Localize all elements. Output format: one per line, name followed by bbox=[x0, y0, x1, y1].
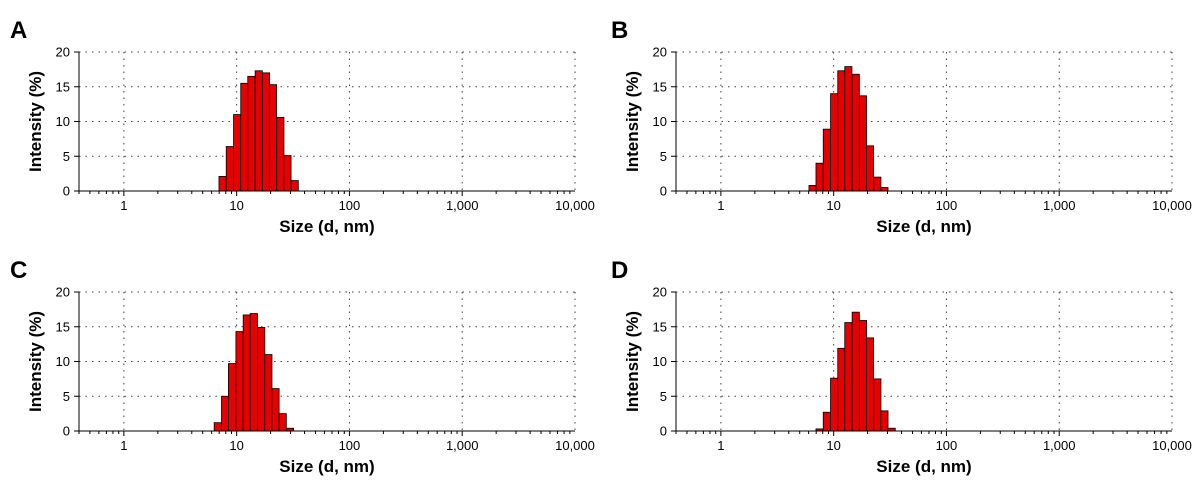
histogram-bar bbox=[845, 323, 852, 431]
x-tick-label: 10 bbox=[826, 438, 840, 453]
histogram-bar bbox=[272, 389, 279, 431]
histogram-bar bbox=[226, 147, 233, 191]
histogram-bar bbox=[859, 320, 866, 431]
panel-label: C bbox=[10, 257, 27, 284]
y-tick-label: 10 bbox=[56, 114, 70, 129]
histogram-bar bbox=[228, 364, 235, 431]
x-tick-label: 1 bbox=[717, 198, 724, 213]
x-tick-label: 10,000 bbox=[1152, 438, 1192, 453]
x-tick-label: 100 bbox=[339, 198, 361, 213]
histogram-bar bbox=[809, 185, 816, 191]
y-tick-label: 10 bbox=[653, 354, 667, 369]
histogram-bar bbox=[845, 67, 852, 191]
x-tick-label: 1,000 bbox=[446, 438, 479, 453]
histogram-bar bbox=[291, 181, 298, 191]
histogram-bar bbox=[222, 396, 229, 431]
histogram-bar bbox=[831, 378, 838, 431]
y-tick-label: 5 bbox=[660, 389, 667, 404]
y-tick-label: 5 bbox=[63, 389, 70, 404]
histogram-bar bbox=[881, 411, 888, 431]
y-tick-label: 20 bbox=[56, 285, 70, 300]
y-tick-label: 15 bbox=[56, 319, 70, 334]
histogram-bar bbox=[838, 71, 845, 191]
histogram-bar bbox=[823, 412, 830, 431]
panel-c: C 0 5 10 15 20 1 10 100 1,000 10,000 Size (d, nm) In… bbox=[10, 257, 595, 476]
panel-label: D bbox=[611, 257, 628, 284]
histogram-bar bbox=[269, 85, 276, 191]
y-axis-title: Intensity (%) bbox=[623, 71, 642, 172]
panel-label: A bbox=[10, 17, 27, 44]
histogram-bar bbox=[277, 117, 284, 191]
y-tick-label: 0 bbox=[63, 184, 70, 199]
y-tick-label: 20 bbox=[56, 45, 70, 60]
x-tick-label: 1,000 bbox=[446, 198, 479, 213]
histogram-bar bbox=[838, 348, 845, 431]
y-tick-label: 15 bbox=[653, 79, 667, 94]
x-axis-title: Size (d, nm) bbox=[279, 217, 374, 236]
histogram-bar bbox=[859, 96, 866, 191]
x-tick-label: 1,000 bbox=[1043, 438, 1076, 453]
y-tick-label: 20 bbox=[653, 45, 667, 60]
histogram-bar bbox=[236, 332, 243, 431]
x-tick-label: 1 bbox=[717, 438, 724, 453]
x-axis-title: Size (d, nm) bbox=[279, 457, 374, 476]
y-axis-title: Intensity (%) bbox=[623, 311, 642, 412]
y-axis-title: Intensity (%) bbox=[26, 71, 45, 172]
y-tick-label: 15 bbox=[653, 319, 667, 334]
histogram-bar bbox=[866, 146, 873, 191]
histogram-bar bbox=[284, 156, 291, 191]
x-tick-label: 10 bbox=[826, 198, 840, 213]
x-tick-label: 100 bbox=[936, 198, 958, 213]
histogram-bar bbox=[874, 177, 881, 191]
x-tick-label: 10,000 bbox=[555, 198, 595, 213]
histogram-bar bbox=[243, 315, 250, 431]
x-tick-label: 1,000 bbox=[1043, 198, 1076, 213]
x-tick-label: 100 bbox=[936, 438, 958, 453]
histogram-bar bbox=[214, 423, 221, 431]
histogram-bar bbox=[248, 76, 255, 191]
y-tick-label: 15 bbox=[56, 79, 70, 94]
histogram-bar bbox=[241, 83, 248, 191]
x-tick-label: 10 bbox=[229, 438, 243, 453]
y-tick-label: 20 bbox=[653, 285, 667, 300]
x-tick-label: 1 bbox=[120, 198, 127, 213]
x-tick-label: 10,000 bbox=[1152, 198, 1192, 213]
x-tick-label: 1 bbox=[120, 438, 127, 453]
x-tick-label: 10,000 bbox=[555, 438, 595, 453]
histogram-bar bbox=[262, 73, 269, 191]
panel-a: A 0 5 10 15 20 1 10 100 1,000 10,000 Size (d, nm) In… bbox=[10, 17, 595, 236]
histogram-bar bbox=[823, 129, 830, 191]
histogram-bar bbox=[250, 314, 257, 431]
histogram-bar bbox=[831, 94, 838, 191]
panel-label: B bbox=[611, 17, 628, 44]
histogram-bar bbox=[881, 188, 888, 191]
x-tick-label: 10 bbox=[229, 198, 243, 213]
x-tick-label: 100 bbox=[339, 438, 361, 453]
x-axis-title: Size (d, nm) bbox=[876, 217, 971, 236]
x-axis-title: Size (d, nm) bbox=[876, 457, 971, 476]
y-tick-label: 10 bbox=[653, 114, 667, 129]
histogram-bar bbox=[852, 312, 859, 431]
y-tick-label: 0 bbox=[660, 184, 667, 199]
y-axis-title: Intensity (%) bbox=[26, 311, 45, 412]
histogram-bar bbox=[866, 338, 873, 431]
y-tick-label: 10 bbox=[56, 354, 70, 369]
y-tick-label: 5 bbox=[660, 149, 667, 164]
histogram-bar bbox=[279, 414, 286, 431]
panel-b: B 0 5 10 15 20 1 10 100 1,000 10,000 Size (d, nm) In… bbox=[611, 17, 1192, 236]
histogram-bar bbox=[852, 74, 859, 191]
panel-d: D 0 5 10 15 20 1 10 100 1,000 10,000 Size (d, nm) In… bbox=[611, 257, 1192, 476]
y-tick-label: 0 bbox=[660, 424, 667, 439]
histogram-bar bbox=[874, 379, 881, 431]
histogram-bar bbox=[234, 115, 241, 191]
histogram-bar bbox=[816, 163, 823, 191]
histogram-bar bbox=[255, 71, 262, 191]
y-tick-label: 5 bbox=[63, 149, 70, 164]
histogram-bar bbox=[265, 355, 272, 431]
histogram-bar bbox=[219, 176, 226, 191]
y-tick-label: 0 bbox=[63, 424, 70, 439]
histogram-bar bbox=[258, 327, 265, 431]
